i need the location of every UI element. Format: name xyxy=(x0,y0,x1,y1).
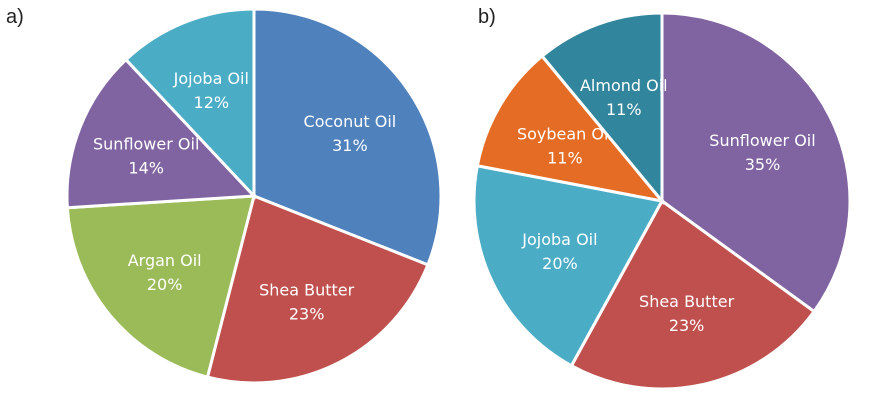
pie-slice-coconut-oil xyxy=(252,7,443,267)
slice-value-label: 23% xyxy=(669,316,705,335)
slice-name-label: Sunflower Oil xyxy=(93,134,199,153)
slice-name-label: Jojoba Oil xyxy=(173,69,249,88)
pie-slice-jojoba-oil xyxy=(123,7,256,200)
slice-name-label: Shea Butter xyxy=(259,280,355,299)
pie-chart-a: Coconut Oil 31% Shea Butter 23% Argan Oil 20%… xyxy=(65,7,443,385)
pie-slice-argan-oil xyxy=(65,194,256,379)
slice-value-label: 14% xyxy=(128,158,164,177)
pie-panel-b: b) Sunflower Oil 35% Shea Butter 23% Jojoba … xyxy=(448,0,896,402)
slice-name-label: Argan Oil xyxy=(128,251,202,270)
panel-label-b: b) xyxy=(478,6,496,28)
slice-name-label: Sunflower Oil xyxy=(709,131,815,150)
slice-value-label: 23% xyxy=(289,304,325,323)
pie-slice-shea-butter xyxy=(205,193,430,385)
slice-value-label: 31% xyxy=(332,136,368,155)
slice-value-label: 35% xyxy=(745,155,781,174)
slice-value-label: 20% xyxy=(147,275,183,294)
slice-value-label: 20% xyxy=(542,254,578,273)
slice-value-label: 11% xyxy=(606,100,642,119)
pie-slice-shea-butter xyxy=(569,198,817,391)
slice-name-label: Soybean Oil xyxy=(517,125,613,144)
slice-value-label: 12% xyxy=(194,93,230,112)
slice-name-label: Almond Oil xyxy=(580,76,668,95)
slice-value-label: 11% xyxy=(547,149,583,168)
pie-slice-almond-oil xyxy=(540,11,664,206)
pie-chart-b: Sunflower Oil 35% Shea Butter 23% Jojoba Oil… xyxy=(472,11,852,391)
slice-name-label: Coconut Oil xyxy=(304,112,397,131)
slice-name-label: Jojoba Oil xyxy=(521,230,597,249)
pie-slice-soybean-oil xyxy=(475,54,666,204)
pie-slice-sunflower-oil xyxy=(660,11,852,314)
pie-panel-a: a) Coconut Oil 31% Shea Butter 23% Argan Oil… xyxy=(6,6,443,385)
pie-slice-sunflower-oil xyxy=(65,57,258,210)
panel-label-a: a) xyxy=(6,6,24,28)
slice-name-label: Shea Butter xyxy=(639,292,735,311)
pie-slice-jojoba-oil xyxy=(472,164,665,368)
